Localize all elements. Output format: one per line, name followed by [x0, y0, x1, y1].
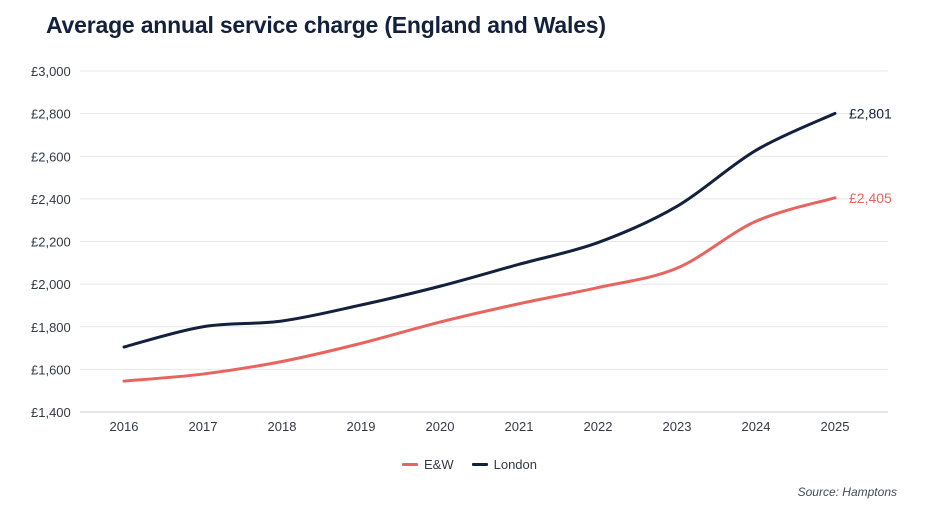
x-tick-label: 2019 — [347, 419, 376, 434]
x-tick-label: 2022 — [584, 419, 613, 434]
source-note: Source: Hamptons — [797, 485, 897, 499]
series-line-ew — [122, 196, 837, 383]
x-tick-label: 2016 — [110, 419, 139, 434]
y-tick-label: £2,400 — [31, 192, 71, 207]
x-tick-label: 2021 — [505, 419, 534, 434]
y-tick-label: £2,000 — [31, 277, 71, 292]
series-line-london — [122, 111, 837, 349]
legend-swatch-ew — [401, 463, 418, 466]
y-tick-label: £2,800 — [31, 107, 71, 122]
x-tick-label: 2025 — [821, 419, 850, 434]
x-tick-label: 2017 — [189, 419, 218, 434]
y-tick-label: £1,400 — [31, 405, 71, 420]
legend: E&W London — [0, 457, 939, 472]
end-label-london: £2,801 — [849, 105, 892, 121]
legend-item-london: London — [471, 457, 537, 472]
x-tick-label: 2020 — [426, 419, 455, 434]
legend-label-ew: E&W — [423, 457, 454, 472]
y-tick-label: £2,600 — [31, 149, 71, 164]
x-tick-label: 2023 — [663, 419, 692, 434]
y-tick-label: £2,200 — [31, 235, 71, 250]
y-tick-label: £1,600 — [31, 362, 71, 377]
y-tick-label: £3,000 — [31, 64, 71, 79]
legend-item-ew: E&W — [401, 457, 454, 472]
legend-swatch-london — [471, 463, 488, 466]
x-tick-label: 2024 — [742, 419, 771, 434]
legend-label-london: London — [493, 457, 537, 472]
y-tick-label: £1,800 — [31, 320, 71, 335]
end-label-ew: £2,405 — [849, 190, 892, 206]
chart-title: Average annual service charge (England a… — [46, 12, 606, 38]
x-tick-label: 2018 — [268, 419, 297, 434]
